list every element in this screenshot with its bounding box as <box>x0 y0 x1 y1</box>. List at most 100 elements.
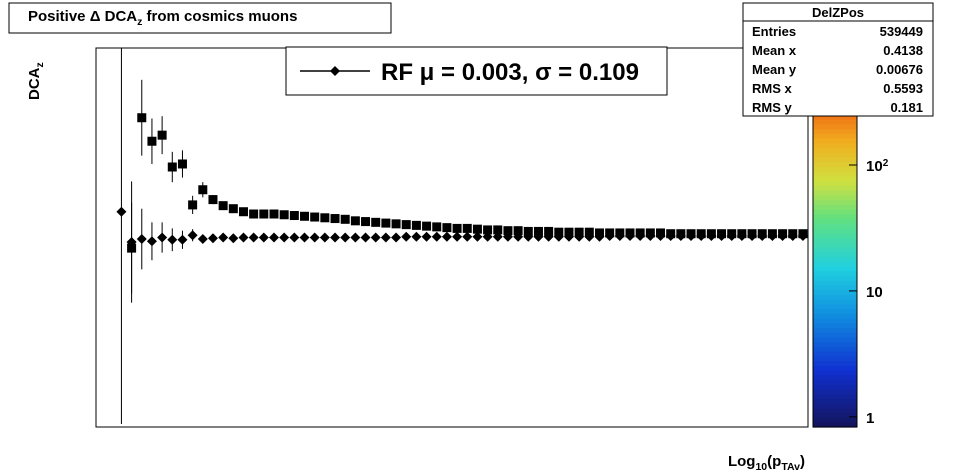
z-tick-base: 1 <box>866 410 874 427</box>
palette-step <box>813 417 857 423</box>
z-tick-label: 102 <box>866 158 889 176</box>
square-marker <box>391 219 401 229</box>
palette-step <box>813 256 857 262</box>
diamond-marker <box>401 231 412 242</box>
diamond-marker <box>777 230 788 241</box>
diamond-marker <box>431 231 442 242</box>
palette-step <box>813 341 857 348</box>
palette-step <box>813 384 857 390</box>
x-axis-title: Log10(pTAv) <box>728 453 805 473</box>
diamond-marker <box>706 230 717 241</box>
diamond-marker <box>716 230 727 241</box>
diamond-marker <box>167 234 178 245</box>
square-marker <box>340 214 350 224</box>
palette-step <box>813 242 857 248</box>
square-marker <box>523 226 533 236</box>
diamond-marker <box>360 232 371 243</box>
stats-value: 0.5593 <box>883 81 923 96</box>
diamond-marker <box>116 206 127 217</box>
square-marker <box>442 223 452 233</box>
diamond-marker <box>248 232 259 243</box>
diamond-marker <box>299 232 310 243</box>
square-marker <box>238 207 248 217</box>
diamond-marker <box>502 231 513 242</box>
stats-frame <box>742 2 934 117</box>
palette-step <box>813 161 857 168</box>
diamond-marker <box>797 230 808 241</box>
square-marker <box>432 222 442 232</box>
stats-label: RMS y <box>752 100 793 115</box>
palette-step <box>813 209 857 215</box>
legend-label: RF μ = 0.003, σ = 0.109 <box>381 59 639 86</box>
palette-step <box>813 322 857 329</box>
diamond-marker <box>228 233 239 244</box>
square-marker <box>361 217 371 227</box>
chart-title: Positive Δ DCAz from cosmics muons <box>28 8 297 28</box>
diamond-marker <box>421 231 432 242</box>
diamond-marker <box>492 231 503 242</box>
square-marker <box>167 162 177 172</box>
diamond-marker <box>675 230 686 241</box>
palette-step <box>813 166 857 172</box>
axes: Log10(pTAv) DCAz <box>26 62 805 473</box>
diamond-marker <box>533 231 544 242</box>
diamond-marker <box>330 232 341 243</box>
title-box <box>8 2 392 34</box>
diamond-marker <box>340 232 351 243</box>
palette-step <box>813 346 857 352</box>
square-marker <box>381 218 391 228</box>
stats-label: RMS x <box>752 81 793 96</box>
palette-step <box>813 199 857 205</box>
square-marker <box>483 225 493 235</box>
diamond-marker <box>207 233 218 244</box>
palette-step <box>813 180 857 186</box>
diamond-marker <box>726 230 737 241</box>
diamond-marker <box>462 231 473 242</box>
palette-step <box>813 251 857 258</box>
diamond-marker <box>370 232 381 243</box>
stats-label: Mean x <box>752 43 797 58</box>
diamond-marker <box>391 232 402 243</box>
label-part: Positive Δ DCA <box>28 8 137 25</box>
square-marker <box>533 226 543 236</box>
square-marker <box>269 209 279 219</box>
palette-step <box>813 138 857 144</box>
square-marker <box>493 225 503 235</box>
diamond-marker <box>523 231 534 242</box>
square-marker <box>208 195 218 205</box>
square-marker <box>401 220 411 230</box>
stats-title: DelZPos <box>812 5 864 20</box>
label-part: from cosmics muons <box>142 8 297 25</box>
diamond-marker <box>757 230 768 241</box>
square-marker <box>157 130 167 140</box>
palette-step <box>813 265 857 272</box>
z-tick-exponent: 2 <box>883 158 889 169</box>
palette-step <box>813 114 857 120</box>
palette-step <box>813 294 857 300</box>
palette-step <box>813 171 857 177</box>
palette-step <box>813 204 857 210</box>
stats-value: 539449 <box>880 24 923 39</box>
diamond-marker <box>258 232 269 243</box>
diamond-marker <box>584 231 595 242</box>
diamond-marker <box>594 231 605 242</box>
square-marker <box>259 209 269 219</box>
diamond-marker <box>543 231 554 242</box>
square-marker <box>330 214 340 224</box>
legend: RF μ = 0.003, σ = 0.109 <box>285 46 668 96</box>
z-tick-base: 10 <box>866 284 883 301</box>
palette-step <box>813 128 857 134</box>
stats-label: Entries <box>752 24 796 39</box>
diamond-marker <box>441 231 452 242</box>
square-marker <box>279 210 289 220</box>
diamond-marker <box>319 232 330 243</box>
palette-step <box>813 351 857 357</box>
square-marker <box>513 226 523 236</box>
palette-step <box>813 228 857 234</box>
subscript: 10 <box>755 461 767 473</box>
diamond-marker <box>157 232 168 243</box>
square-marker <box>544 226 554 236</box>
square-marker <box>300 211 310 221</box>
palette-step <box>813 152 857 158</box>
palette-step <box>813 123 857 130</box>
